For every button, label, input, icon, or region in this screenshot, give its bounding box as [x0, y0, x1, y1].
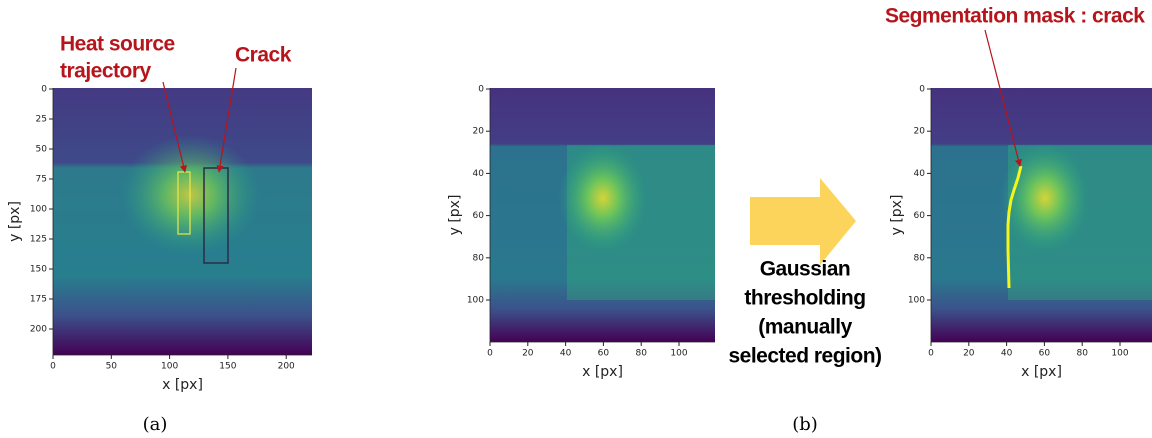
y-tick-label: 175 [30, 295, 47, 305]
y-axis-label: y [px] [7, 201, 23, 242]
heat-spot [558, 143, 648, 253]
process-arrow [750, 178, 856, 265]
x-tick-label: 50 [106, 362, 118, 372]
y-tick-label: 150 [30, 265, 47, 275]
y-tick-label: 100 [908, 296, 925, 306]
arrow [984, 29, 1022, 167]
crack-mask [1006, 165, 1023, 289]
y-tick-label: 0 [41, 85, 47, 95]
y-axis-label: y [px] [889, 195, 905, 236]
x-tick-label: 100 [161, 362, 178, 372]
x-axis-label: x [px] [1021, 364, 1062, 380]
y-tick-label: 50 [36, 145, 48, 155]
method-label: (manually [758, 316, 852, 339]
annotation: trajectory [60, 60, 152, 83]
y-tick-label: 40 [473, 169, 485, 179]
x-tick-label: 200 [278, 362, 295, 372]
x-axis-label: x [px] [162, 377, 203, 393]
x-tick-label: 150 [219, 362, 236, 372]
y-tick-label: 20 [473, 127, 485, 137]
method-label: Gaussian [760, 258, 851, 281]
x-tick-label: 20 [963, 349, 975, 359]
y-tick-label: 100 [30, 205, 47, 215]
y-tick-label: 125 [30, 235, 47, 245]
y-tick-label: 80 [914, 253, 926, 263]
y-tick-label: 200 [30, 325, 47, 335]
y-tick-label: 60 [914, 211, 926, 221]
x-tick-label: 60 [598, 349, 610, 359]
y-tick-label: 75 [36, 175, 47, 185]
y-tick-label: 25 [36, 115, 47, 125]
caption: (a) [143, 414, 168, 435]
x-axis-label: x [px] [582, 364, 623, 380]
x-tick-label: 40 [560, 349, 572, 359]
annotation: Heat source [60, 33, 175, 56]
x-tick-label: 0 [928, 349, 934, 359]
y-axis-label: y [px] [447, 195, 463, 236]
x-tick-label: 40 [1001, 349, 1013, 359]
caption: (b) [792, 414, 818, 435]
method-label: thresholding [744, 287, 865, 310]
x-tick-label: 80 [635, 349, 647, 359]
y-tick-label: 0 [919, 85, 925, 95]
x-tick-label: 60 [1039, 349, 1051, 359]
x-tick-label: 100 [1111, 349, 1128, 359]
x-tick-label: 100 [670, 349, 687, 359]
annotation: Crack [235, 44, 292, 67]
y-tick-label: 0 [478, 85, 484, 95]
arrow [162, 81, 187, 173]
y-tick-label: 80 [473, 253, 485, 263]
y-tick-label: 20 [914, 127, 926, 137]
y-tick-label: 60 [473, 211, 485, 221]
arrow [216, 67, 237, 173]
heat-spot [1000, 143, 1090, 253]
annotation: Segmentation mask : crack [885, 5, 1145, 28]
y-tick-label: 100 [467, 296, 484, 306]
x-tick-label: 80 [1076, 349, 1088, 359]
x-tick-label: 0 [487, 349, 493, 359]
crack-box [203, 167, 229, 264]
method-label: selected region) [728, 345, 881, 368]
x-tick-label: 20 [522, 349, 534, 359]
x-tick-label: 0 [50, 362, 56, 372]
y-tick-label: 40 [914, 169, 926, 179]
